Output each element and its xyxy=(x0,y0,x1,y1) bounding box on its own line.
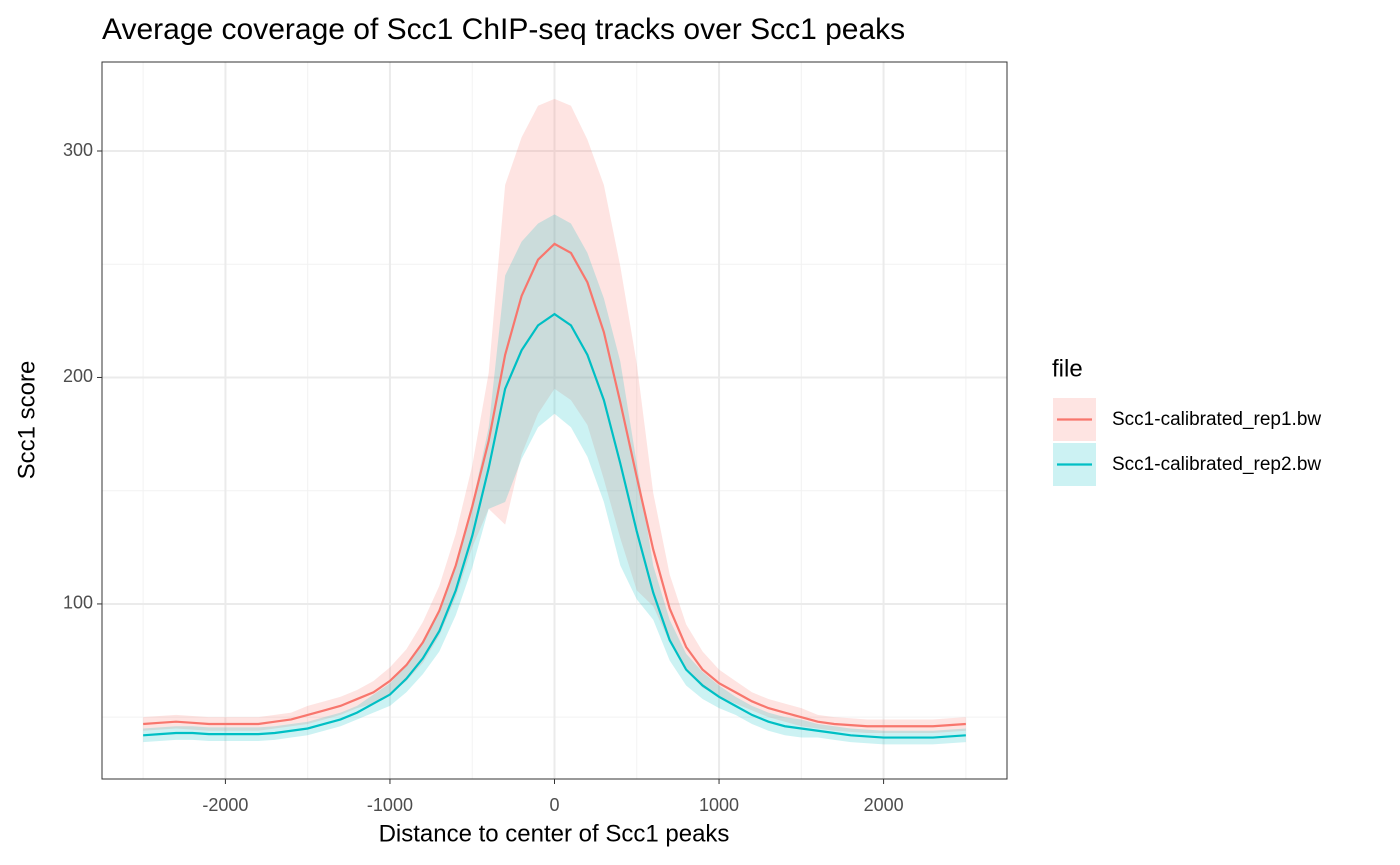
y-tick-label: 300 xyxy=(63,140,93,160)
x-tick-label: 1000 xyxy=(699,795,739,815)
x-axis-label: Distance to center of Scc1 peaks xyxy=(379,820,730,847)
line xyxy=(143,312,966,739)
ribbon xyxy=(143,214,966,745)
line xyxy=(143,242,966,728)
x-tick-label: -2000 xyxy=(202,795,248,815)
x-tick-label: 2000 xyxy=(864,795,904,815)
chart-title: Average coverage of Scc1 ChIP-seq tracks… xyxy=(102,13,905,46)
x-tick-label: 0 xyxy=(549,795,559,815)
panel-border xyxy=(101,61,1008,780)
legend-label: Scc1-calibrated_rep1.bw xyxy=(1112,409,1321,430)
y-tick-label: 100 xyxy=(63,593,93,613)
y-tick-label: 200 xyxy=(63,366,93,386)
x-tick-label: -1000 xyxy=(367,795,413,815)
y-axis-label: Scc1 score xyxy=(13,361,40,480)
ribbon xyxy=(143,98,966,734)
legend-label: Scc1-calibrated_rep2.bw xyxy=(1112,454,1321,475)
legend-title: file xyxy=(1052,355,1083,382)
